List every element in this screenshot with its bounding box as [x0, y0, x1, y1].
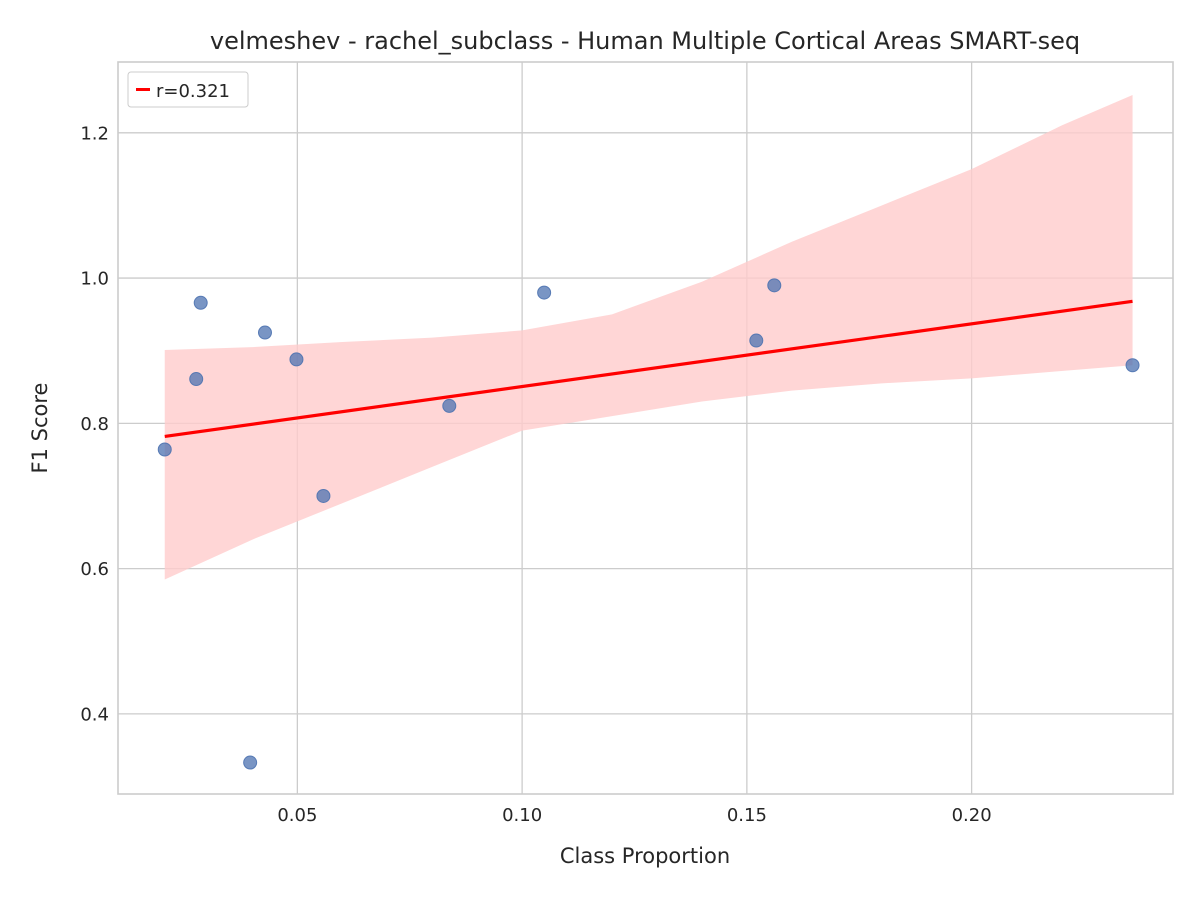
data-point	[749, 333, 764, 348]
confidence-band	[164, 95, 1133, 580]
y-tick-label: 1.2	[80, 123, 109, 144]
y-tick-label: 0.8	[80, 414, 109, 435]
x-tick-label: 0.10	[502, 805, 542, 826]
data-point	[157, 442, 172, 457]
data-point	[193, 295, 208, 310]
x-tick-label: 0.05	[277, 805, 317, 826]
regression-line	[164, 299, 1133, 439]
x-tick-label: 0.20	[952, 805, 992, 826]
data-point	[189, 372, 204, 387]
data-point	[243, 755, 258, 770]
x-axis-label: Class Proportion	[560, 844, 730, 868]
y-tick-label: 0.6	[80, 559, 109, 580]
data-point	[442, 398, 457, 413]
data-point	[767, 278, 782, 293]
y-tick-label: 1.0	[80, 269, 109, 290]
y-tick-label: 0.4	[80, 704, 109, 725]
data-point	[257, 325, 272, 340]
legend-label: r=0.321	[156, 81, 230, 102]
plot-frame	[117, 61, 1174, 795]
y-axis-label: F1 Score	[28, 383, 52, 474]
x-tick-label: 0.15	[727, 805, 767, 826]
legend-box	[127, 71, 249, 108]
confidence-band-layer	[164, 95, 1133, 580]
data-point	[289, 352, 304, 367]
fit-line-layer	[164, 299, 1133, 439]
data-point	[1125, 358, 1140, 373]
chart-title: velmeshev - rachel_subclass - Human Mult…	[210, 27, 1080, 55]
axes-layer: 0.05 0.10 0.15 0.20 0.4 0.6 0.8 1.0 1.2	[80, 61, 1174, 826]
legend: r=0.321	[127, 71, 249, 108]
data-point	[537, 285, 552, 300]
points-layer	[157, 278, 1140, 770]
data-point	[316, 488, 331, 503]
